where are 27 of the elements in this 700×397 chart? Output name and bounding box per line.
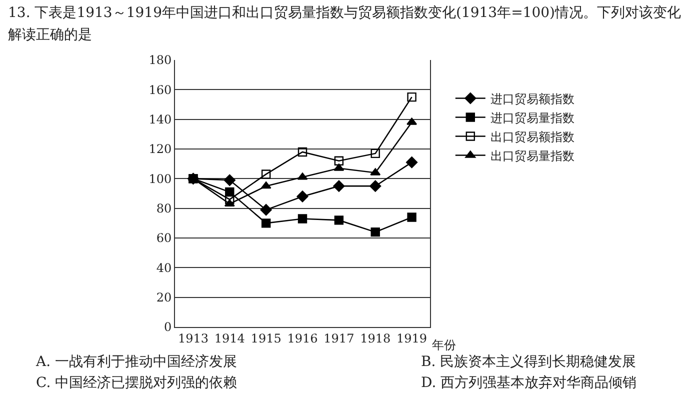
legend-label: 出口贸易额指数	[490, 130, 574, 144]
y-tick-label: 180	[148, 53, 172, 68]
x-tick-label: 1919	[396, 331, 428, 346]
x-tick-label: 1914	[214, 331, 246, 346]
y-tick-label: 60	[156, 231, 172, 246]
y-tick-label: 140	[148, 112, 172, 127]
text: C. 中国经济已摆脱对列强的依赖	[36, 374, 238, 393]
y-tick-label: 100	[148, 172, 172, 186]
y-tick-label: 160	[148, 82, 172, 97]
x-tick-label: 1918	[360, 331, 391, 346]
y-tick-label: 120	[148, 142, 172, 156]
legend-label: 进口贸易量指数	[490, 110, 574, 125]
text: B. 民族资本主义得到长期稳健发展	[420, 353, 638, 372]
chart-title: 13. 下表是1913～1919年中国进口和出口贸易量指数与贸易额指数变化(1913年=100)情况。下列对该变化解读正确的是	[8, 4, 682, 45]
y-tick-label: 0	[164, 320, 172, 334]
y-tick-label: 40	[156, 260, 172, 275]
text: D. 西方列强基本放弃对华商品倾销	[420, 374, 638, 393]
y-tick-label: 20	[156, 290, 172, 305]
text: A. 一战有利于推动中国经济发展	[36, 353, 238, 372]
x-axis-title: 年份	[432, 338, 456, 352]
x-tick-label: 1913	[178, 331, 208, 346]
x-tick-label: 1916	[287, 331, 318, 346]
x-tick-label: 1915	[250, 331, 282, 346]
y-tick-label: 80	[156, 202, 172, 216]
x-tick-label: 1917	[324, 331, 354, 346]
legend-label: 出口贸易量指数	[490, 148, 574, 163]
legend-label: 进口贸易额指数	[490, 92, 574, 106]
